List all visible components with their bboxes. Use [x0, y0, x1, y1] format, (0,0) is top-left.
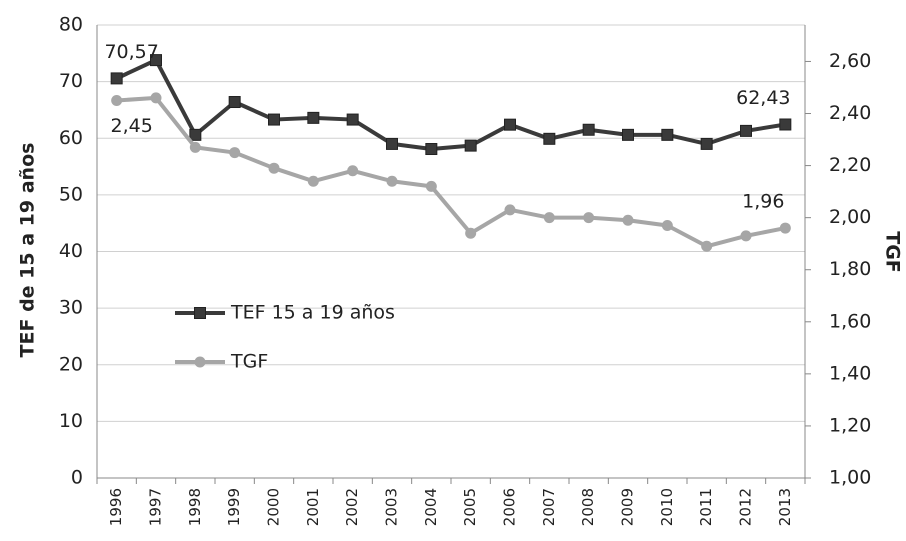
marker	[700, 137, 713, 150]
y2-tick-label: 2,40	[829, 102, 871, 124]
marker	[661, 128, 674, 141]
x-tick-label: 2004	[422, 488, 440, 526]
y-axis-label: TEF de 15 a 19 años	[17, 143, 39, 358]
marker	[229, 147, 241, 159]
data-label: 2,45	[111, 115, 153, 137]
marker	[504, 204, 516, 216]
series-line	[115, 58, 786, 152]
y2-tick-label: 1,60	[829, 310, 871, 332]
y2-tick-label: 2,00	[829, 206, 871, 228]
y-tick-label: 40	[59, 240, 83, 262]
marker	[779, 118, 792, 131]
marker	[189, 128, 202, 141]
marker	[307, 111, 320, 124]
y2-tick-label: 1,80	[829, 258, 871, 280]
marker	[110, 72, 123, 85]
y-tick-label: 20	[59, 353, 83, 375]
x-tick-label: 2011	[697, 488, 715, 526]
x-tick-label: 1999	[225, 488, 243, 526]
marker	[150, 92, 162, 104]
y2-axis-label: TGF	[882, 231, 904, 273]
y-tick-label: 60	[59, 127, 83, 149]
marker	[425, 180, 437, 192]
marker	[268, 162, 280, 174]
x-tick-label: 2002	[343, 488, 361, 526]
marker	[582, 123, 595, 136]
data-label: 1,96	[742, 191, 784, 213]
marker	[111, 95, 123, 106]
marker	[307, 175, 319, 187]
y-tick-label: 0	[71, 467, 83, 489]
marker	[543, 212, 555, 224]
legend-marker	[194, 307, 206, 319]
marker	[150, 54, 162, 67]
x-tick-label: 2013	[776, 488, 794, 526]
x-tick-label: 2007	[540, 488, 558, 526]
marker	[504, 118, 516, 131]
x-tick-label: 2003	[383, 488, 401, 526]
x-tick-label: 2006	[501, 488, 519, 526]
x-tick-label: 2010	[658, 488, 676, 526]
marker	[268, 113, 280, 126]
marker	[779, 222, 791, 234]
x-tick-label: 2001	[304, 488, 322, 526]
x-tick-label: 1997	[147, 488, 165, 526]
marker	[465, 227, 477, 239]
marker	[661, 219, 673, 231]
marker	[464, 139, 477, 152]
legend-label: TEF 15 a 19 años	[230, 302, 395, 324]
y2-tick-label: 1,40	[829, 362, 871, 384]
y2-tick-label: 1,20	[829, 414, 871, 436]
marker	[347, 165, 359, 177]
legend-label: TGF	[230, 351, 268, 373]
marker	[622, 128, 634, 141]
marker	[425, 143, 438, 156]
y-tick-label: 50	[59, 183, 83, 205]
marker	[386, 137, 398, 150]
y2-tick-label: 1,00	[829, 467, 871, 489]
marker	[543, 132, 556, 145]
legend-marker	[194, 356, 206, 368]
x-tick-label: 2012	[737, 488, 755, 526]
marker	[622, 214, 634, 226]
x-tick-label: 2005	[461, 488, 479, 526]
marker	[228, 96, 241, 109]
marker	[701, 240, 713, 252]
x-tick-label: 1996	[107, 488, 125, 526]
marker	[346, 113, 359, 126]
marker	[740, 124, 752, 137]
y2-tick-label: 2,60	[829, 50, 871, 72]
y-tick-label: 70	[59, 70, 83, 92]
y-tick-label: 30	[59, 297, 83, 319]
marker	[583, 212, 595, 224]
marker	[386, 175, 398, 187]
y-tick-label: 10	[59, 410, 83, 432]
x-tick-label: 2000	[265, 488, 283, 526]
series-line	[116, 95, 786, 249]
marker	[189, 141, 201, 153]
x-tick-label: 1998	[186, 488, 204, 526]
marker	[740, 230, 752, 242]
x-tick-label: 2008	[579, 488, 597, 526]
y2-tick-label: 2,20	[829, 154, 871, 176]
x-tick-label: 2009	[619, 488, 637, 526]
data-label: 62,43	[736, 87, 790, 109]
y-tick-label: 80	[59, 14, 83, 36]
data-label: 70,57	[104, 41, 158, 63]
